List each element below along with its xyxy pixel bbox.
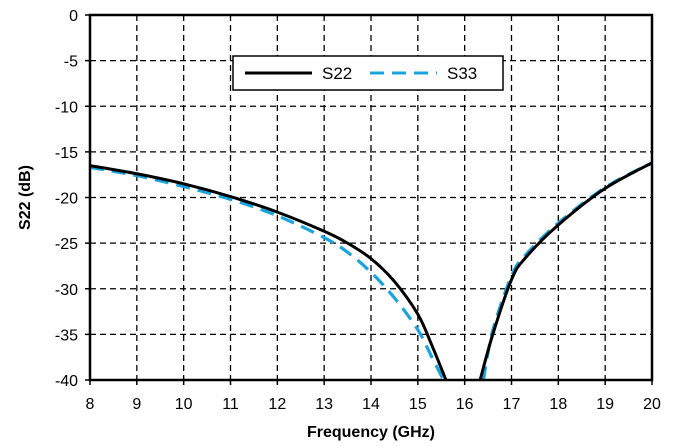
y-tick-label: -35 [55,327,78,344]
series-line-s22-segment-2 [478,161,652,380]
x-tick-label: 16 [456,396,474,413]
series-layer [90,161,652,380]
ticks [85,14,653,385]
y-tick-label: -10 [55,99,78,116]
y-tick-label: -30 [55,282,78,299]
x-tick-label: 17 [503,396,521,413]
tick-labels: 8 9 10 11 12 13 14 15 16 17 18 19 20 0 -5 -10 -15 -20 -25 -… [55,8,661,413]
y-tick-label: 0 [69,8,78,25]
legend: S22 S33 [232,55,504,91]
x-tick-label: 9 [132,396,141,413]
x-tick-label: 14 [362,396,380,413]
x-tick-label: 12 [268,396,286,413]
series-line-s22-segment-1 [90,164,448,380]
series-line-s33-segment-1 [90,165,446,380]
x-tick-label: 20 [643,396,661,413]
legend-label-s22: S22 [322,64,352,83]
series-line-s33-segment-2 [481,161,652,380]
x-tick-label: 11 [222,396,239,413]
x-tick-label: 10 [175,396,193,413]
y-tick-label: -15 [55,145,78,162]
y-tick-label: -40 [55,373,78,390]
x-tick-label: 8 [86,396,95,413]
x-tick-label: 15 [409,396,427,413]
y-tick-label: -20 [55,191,78,208]
x-tick-label: 19 [596,396,614,413]
x-tick-label: 18 [549,396,567,413]
x-tick-label: 13 [315,396,333,413]
legend-label-s33: S33 [447,64,477,83]
y-axis-title: S22 (dB) [17,165,34,230]
y-tick-label: -5 [64,54,78,71]
x-axis-title: Frequency (GHz) [307,424,435,441]
y-tick-label: -25 [55,236,78,253]
